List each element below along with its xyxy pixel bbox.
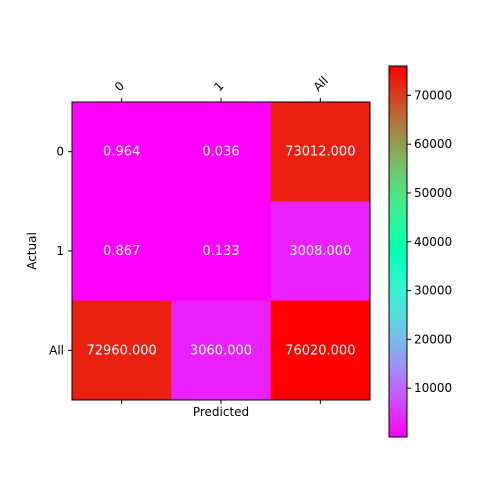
cell-value-label: 3060.000 xyxy=(190,343,252,358)
colorbar: 10000 20000 30000 40000 50000 60000 70000 xyxy=(388,65,452,438)
colorbar-tick-label: 70000 xyxy=(414,88,452,102)
cell-value-label: 3008.000 xyxy=(289,244,351,259)
heatmap-area: 0.964 0.036 73012.000 0.867 0.133 3008.000 729… xyxy=(25,74,371,419)
heatmap-cell xyxy=(72,300,172,401)
heatmap-cell xyxy=(171,201,272,302)
heatmap-cell xyxy=(72,102,172,202)
heatmap-cells: 0.964 0.036 73012.000 0.867 0.133 3008.000 729… xyxy=(72,102,371,401)
colorbar-tick-label: 30000 xyxy=(414,284,452,298)
x-axis-label: Predicted xyxy=(193,405,249,419)
cell-value-label: 0.133 xyxy=(202,244,239,259)
x-tick-label: 1 xyxy=(211,79,226,94)
heatmap-cell xyxy=(171,102,272,202)
cell-value-label: 72960.000 xyxy=(87,343,157,358)
cell-value-label: 0.867 xyxy=(103,244,140,259)
y-axis-ticks: 0 1 All xyxy=(49,145,72,357)
cell-value-label: 76020.000 xyxy=(285,343,355,358)
cell-value-label: 73012.000 xyxy=(285,145,355,160)
heatmap-cell xyxy=(72,201,172,302)
y-tick-label: All xyxy=(49,343,64,357)
heatmap-cell xyxy=(270,201,371,302)
y-tick-label: 1 xyxy=(56,244,64,258)
colorbar-tick-label: 50000 xyxy=(414,186,452,200)
colorbar-tick-label: 60000 xyxy=(414,137,452,151)
x-tick-label: 0 xyxy=(112,79,127,94)
colorbar-tick-label: 40000 xyxy=(414,235,452,249)
colorbar-tick-label: 10000 xyxy=(414,381,452,395)
colorbar-gradient xyxy=(388,65,408,438)
y-tick-label: 0 xyxy=(56,145,64,159)
cell-value-label: 0.964 xyxy=(103,145,140,160)
heatmap-cell xyxy=(270,300,371,401)
x-tick-label: All xyxy=(311,74,331,94)
heatmap-cell xyxy=(270,102,371,202)
cell-value-label: 0.036 xyxy=(202,145,239,160)
y-axis-label: Actual xyxy=(25,232,39,270)
colorbar-tick-label: 20000 xyxy=(414,332,452,346)
heatmap-cell xyxy=(171,300,272,401)
colorbar-ticks: 10000 20000 30000 40000 50000 60000 70000 xyxy=(407,88,452,395)
